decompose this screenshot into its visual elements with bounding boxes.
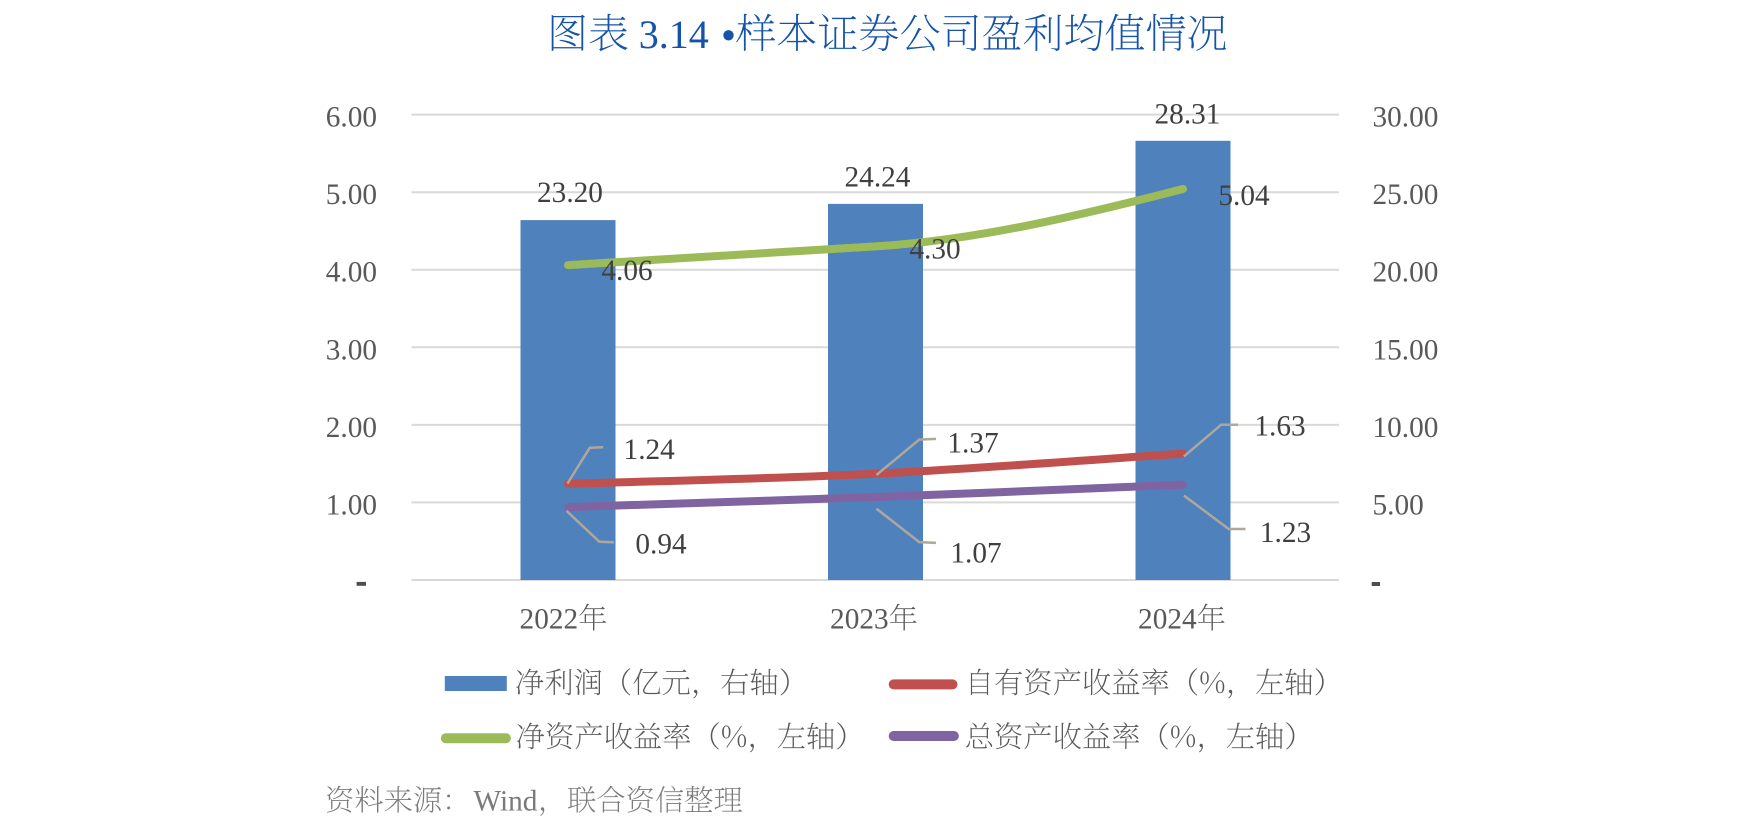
svg-text:28.31: 28.31 bbox=[1155, 99, 1221, 131]
svg-text:4.00: 4.00 bbox=[326, 257, 377, 289]
svg-text:1.24: 1.24 bbox=[624, 434, 676, 466]
svg-text:1.63: 1.63 bbox=[1254, 411, 1305, 443]
svg-text:3.00: 3.00 bbox=[326, 334, 377, 366]
svg-text:5.04: 5.04 bbox=[1218, 180, 1270, 212]
svg-text:2022: 2022 bbox=[520, 604, 579, 636]
svg-text:15.00: 15.00 bbox=[1373, 334, 1439, 366]
svg-text:24.24: 24.24 bbox=[845, 162, 911, 194]
svg-text:20.00: 20.00 bbox=[1373, 257, 1439, 289]
svg-text:1.07: 1.07 bbox=[950, 538, 1001, 570]
svg-text:5.00: 5.00 bbox=[326, 179, 377, 211]
svg-text:4.30: 4.30 bbox=[909, 234, 960, 266]
svg-text:6.00: 6.00 bbox=[326, 102, 377, 134]
svg-text:0.94: 0.94 bbox=[635, 529, 687, 561]
svg-text:2023: 2023 bbox=[830, 604, 889, 636]
svg-text:1.00: 1.00 bbox=[326, 489, 377, 521]
svg-text:23.20: 23.20 bbox=[537, 177, 603, 209]
svg-text:2.00: 2.00 bbox=[326, 412, 377, 444]
svg-text:1.37: 1.37 bbox=[947, 428, 998, 460]
svg-text:3.14: 3.14 bbox=[639, 12, 709, 57]
svg-text:1.23: 1.23 bbox=[1260, 517, 1311, 549]
svg-text:10.00: 10.00 bbox=[1373, 412, 1439, 444]
svg-text:4.06: 4.06 bbox=[601, 255, 652, 287]
svg-text:5.00: 5.00 bbox=[1373, 489, 1424, 521]
svg-text:30.00: 30.00 bbox=[1373, 102, 1439, 134]
svg-text:2024: 2024 bbox=[1138, 604, 1197, 636]
svg-text:25.00: 25.00 bbox=[1373, 179, 1439, 211]
svg-text:Wind: Wind bbox=[474, 786, 538, 818]
